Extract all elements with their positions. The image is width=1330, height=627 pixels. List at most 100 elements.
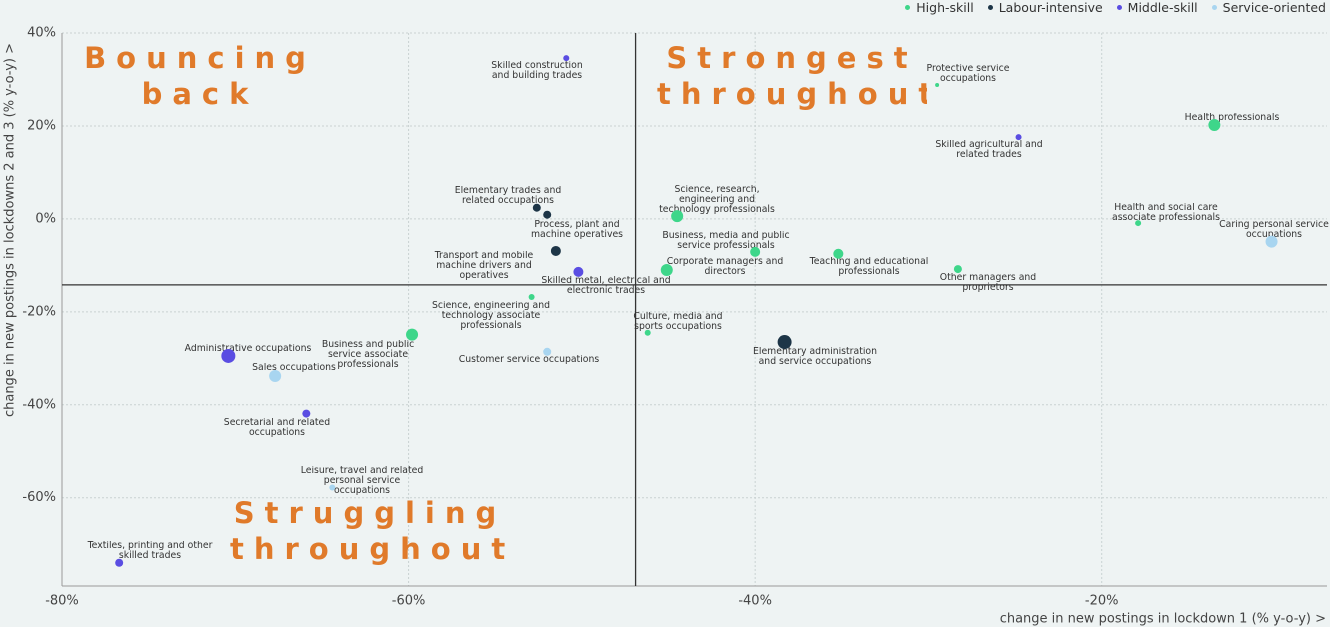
bubble bbox=[953, 265, 962, 274]
quadrant-label: Strongest throughout bbox=[657, 41, 927, 111]
point-label-box: Culture, media and sports occupations bbox=[633, 312, 723, 332]
point-label: Skilled construction and building trades bbox=[491, 61, 583, 81]
y-axis-label: change in new postings in lockdowns 2 an… bbox=[3, 43, 18, 417]
point-label-box: Other managers and proprietors bbox=[939, 273, 1037, 293]
point-label-box: Caring personal service occupations bbox=[1219, 220, 1329, 240]
legend-item: High-skill bbox=[905, 0, 974, 15]
point-label-box: Teaching and educational professionals bbox=[809, 257, 929, 277]
point-label: Caring personal service occupations bbox=[1219, 220, 1329, 240]
point-label-box: Health professionals bbox=[1184, 113, 1280, 123]
point-label-box: Corporate managers and directors bbox=[666, 257, 784, 277]
point-label: Transport and mobile machine drivers and… bbox=[434, 251, 534, 281]
point-label: Culture, media and sports occupations bbox=[633, 312, 723, 332]
bubble bbox=[1265, 235, 1278, 248]
bubble bbox=[573, 266, 584, 277]
quadrant-label-box: Bouncing back bbox=[84, 41, 316, 111]
bubble bbox=[671, 210, 684, 223]
legend: High-skill Labour-intensive Middle-skill Se… bbox=[905, 0, 1326, 15]
bubble bbox=[532, 203, 541, 212]
point-label: Science, research, engineering and techn… bbox=[659, 185, 775, 215]
x-axis-label: change in new postings in lockdown 1 (% … bbox=[1000, 612, 1326, 627]
bubble bbox=[329, 484, 336, 491]
point-label-box: Customer service occupations bbox=[458, 355, 600, 365]
point-label-box: Business and public service associate pr… bbox=[321, 340, 415, 370]
y-tick-label: 20% bbox=[27, 118, 56, 133]
point-label: Customer service occupations bbox=[458, 355, 600, 365]
bubble bbox=[543, 210, 552, 219]
legend-label: Service-oriented bbox=[1222, 0, 1326, 15]
bubble bbox=[1015, 134, 1022, 141]
legend-label: Middle-skill bbox=[1127, 0, 1198, 15]
bubble bbox=[406, 328, 419, 341]
point-label-box: Protective service occupations bbox=[926, 64, 1010, 84]
point-label: Leisure, travel and related personal ser… bbox=[300, 466, 424, 496]
point-label: Teaching and educational professionals bbox=[809, 257, 929, 277]
legend-marker bbox=[1116, 5, 1122, 10]
point-label-box: Elementary trades and related occupation… bbox=[454, 186, 562, 206]
bubble bbox=[550, 245, 561, 256]
x-tick-label: -40% bbox=[738, 594, 772, 609]
quadrant-label-box: Struggling throughout bbox=[230, 496, 510, 566]
point-label: Corporate managers and directors bbox=[666, 257, 784, 277]
bubble bbox=[528, 293, 535, 300]
point-label: Science, engineering and technology asso… bbox=[431, 301, 551, 331]
y-tick-label: 40% bbox=[27, 26, 56, 41]
point-label-box: Textiles, printing and other skilled tra… bbox=[88, 541, 213, 561]
point-label: Health and social care associate profess… bbox=[1112, 203, 1220, 223]
x-tick-label: -20% bbox=[1085, 594, 1119, 609]
legend-item: Labour-intensive bbox=[987, 0, 1103, 15]
point-label: Health professionals bbox=[1184, 113, 1280, 123]
y-tick-label: 0% bbox=[35, 211, 56, 226]
bubble bbox=[269, 369, 282, 382]
point-label-box: Sales occupations bbox=[252, 363, 336, 373]
bubble bbox=[833, 248, 844, 259]
point-label: Elementary administration and service oc… bbox=[753, 347, 877, 367]
point-label: Administrative occupations bbox=[184, 344, 312, 354]
bubble bbox=[221, 348, 236, 363]
point-label: Business and public service associate pr… bbox=[321, 340, 415, 370]
quadrant-label: Struggling throughout bbox=[230, 496, 510, 566]
legend-label: High-skill bbox=[916, 0, 974, 15]
point-label-box: Secretarial and related occupations bbox=[223, 418, 331, 438]
bubble bbox=[660, 264, 673, 276]
point-label: Sales occupations bbox=[252, 363, 336, 373]
bubble bbox=[1208, 119, 1221, 132]
point-label-box: Health and social care associate profess… bbox=[1112, 203, 1220, 223]
bubble bbox=[543, 347, 552, 356]
bubble bbox=[563, 55, 570, 62]
bubble bbox=[115, 558, 124, 567]
point-label-box: Transport and mobile machine drivers and… bbox=[434, 251, 534, 281]
point-label: Skilled agricultural and related trades bbox=[935, 140, 1043, 160]
x-tick-label: -60% bbox=[392, 594, 426, 609]
y-tick-label: -20% bbox=[22, 304, 56, 319]
legend-item: Middle-skill bbox=[1116, 0, 1198, 15]
y-tick-label: -60% bbox=[22, 490, 56, 505]
quadrant-label-box: Strongest throughout bbox=[657, 41, 927, 111]
bubble bbox=[1135, 220, 1142, 227]
bubble bbox=[777, 335, 792, 350]
point-label-box: Leisure, travel and related personal ser… bbox=[300, 466, 424, 496]
point-label: Secretarial and related occupations bbox=[223, 418, 331, 438]
point-label: Process, plant and machine operatives bbox=[530, 220, 624, 240]
x-tick-label: -80% bbox=[45, 594, 79, 609]
point-label-box: Skilled agricultural and related trades bbox=[935, 140, 1043, 160]
point-label: Elementary trades and related occupation… bbox=[454, 186, 562, 206]
point-label-box: Administrative occupations bbox=[184, 344, 312, 354]
legend-marker bbox=[905, 5, 911, 10]
quadrant-label: Bouncing back bbox=[84, 41, 316, 111]
legend-marker bbox=[987, 5, 993, 10]
bubble bbox=[750, 246, 761, 257]
point-label: Other managers and proprietors bbox=[939, 273, 1037, 293]
point-label: Protective service occupations bbox=[926, 64, 1010, 84]
point-label-box: Process, plant and machine operatives bbox=[530, 220, 624, 240]
point-label: Business, media and public service profe… bbox=[662, 231, 790, 251]
point-label: Skilled metal, electrical and electronic… bbox=[541, 276, 671, 296]
legend-label: Labour-intensive bbox=[998, 0, 1103, 15]
point-label-box: Elementary administration and service oc… bbox=[753, 347, 877, 367]
bubble bbox=[644, 329, 651, 336]
bubble bbox=[302, 409, 311, 418]
point-label-box: Science, engineering and technology asso… bbox=[431, 301, 551, 331]
bubble bbox=[935, 83, 940, 88]
